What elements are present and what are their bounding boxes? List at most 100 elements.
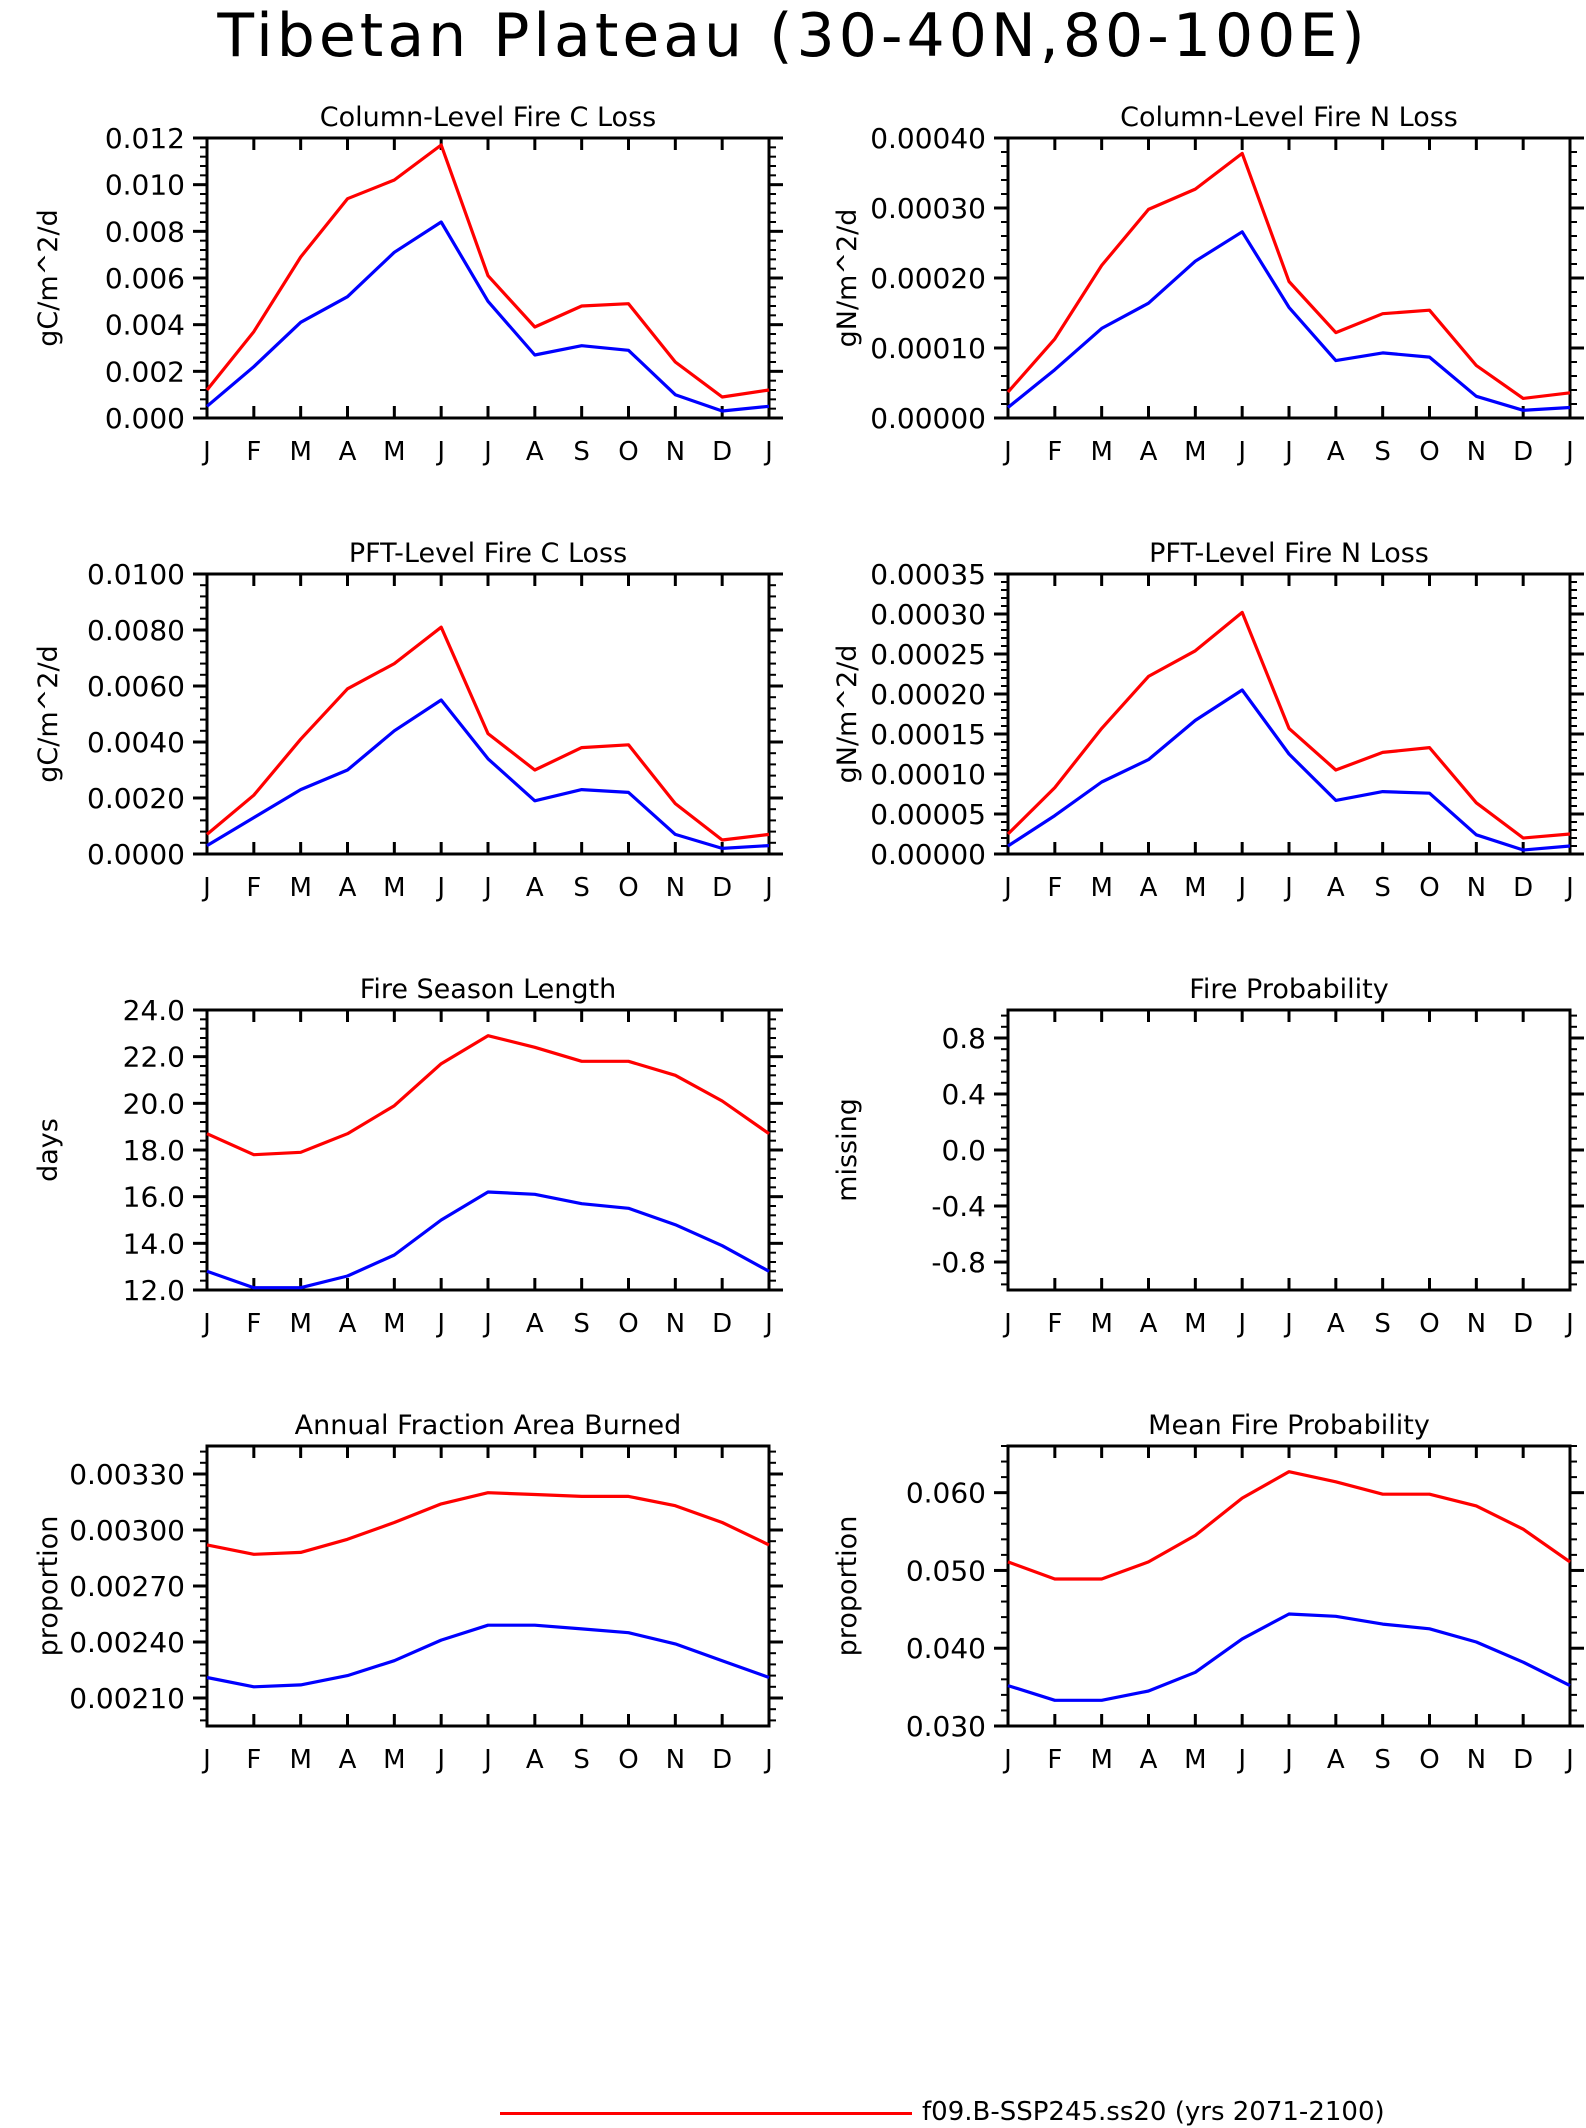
- y-tick-label: 0.00025: [870, 638, 986, 671]
- x-tick-label: J: [482, 437, 492, 467]
- x-tick-label: O: [1419, 1309, 1439, 1339]
- chart-title: Annual Fraction Area Burned: [295, 1410, 682, 1441]
- y-tick-label: 0.010: [105, 169, 185, 202]
- x-tick-label: J: [1236, 437, 1246, 467]
- y-axis-label: days: [33, 1118, 64, 1182]
- x-tick-label: J: [1564, 437, 1574, 467]
- x-tick-label: M: [383, 1745, 405, 1775]
- x-tick-label: O: [618, 1309, 638, 1339]
- x-tick-label: D: [712, 1309, 732, 1339]
- x-tick-label: A: [339, 873, 357, 903]
- x-tick-label: M: [1090, 1309, 1112, 1339]
- x-tick-label: J: [482, 1745, 492, 1775]
- y-tick-label: 0.8: [941, 1022, 986, 1055]
- x-tick-label: S: [1374, 437, 1391, 467]
- y-tick-label: 0.006: [105, 262, 185, 295]
- series-line-2: [205, 220, 770, 413]
- y-tick-label: 24.0: [123, 994, 185, 1027]
- x-tick-label: J: [1564, 1745, 1574, 1775]
- y-tick-label: 0.0: [941, 1134, 986, 1167]
- x-tick-label: A: [526, 1745, 544, 1775]
- y-tick-label: 0.0040: [87, 726, 185, 759]
- x-tick-label: M: [383, 1309, 405, 1339]
- y-axis-label: gC/m^2/d: [33, 645, 64, 782]
- x-tick-label: F: [1047, 1309, 1062, 1339]
- y-tick-label: 18.0: [123, 1134, 185, 1167]
- series-line-2: [206, 698, 770, 851]
- y-tick-label: 0.0100: [87, 558, 185, 591]
- x-tick-label: A: [1327, 1309, 1345, 1339]
- x-tick-label: A: [1140, 873, 1158, 903]
- x-tick-label: N: [1467, 437, 1486, 467]
- y-tick-label: 14.0: [123, 1227, 185, 1260]
- x-tick-label: J: [1002, 873, 1012, 903]
- series-line-2: [1006, 230, 1571, 412]
- x-tick-label: J: [1002, 1309, 1012, 1339]
- x-tick-label: J: [201, 1309, 211, 1339]
- x-tick-label: A: [1140, 1745, 1158, 1775]
- y-tick-label: 0.004: [105, 309, 185, 342]
- y-tick-label: 0.008: [105, 215, 185, 248]
- x-tick-label: N: [666, 1309, 685, 1339]
- x-tick-label: J: [763, 1745, 773, 1775]
- series-line-1: [205, 625, 770, 842]
- x-tick-label: O: [618, 1745, 638, 1775]
- x-tick-label: J: [1002, 437, 1012, 467]
- x-tick-label: O: [618, 437, 638, 467]
- y-tick-label: 0.00005: [870, 798, 986, 831]
- x-tick-label: M: [1184, 873, 1206, 903]
- x-tick-label: N: [1467, 1309, 1486, 1339]
- x-tick-label: D: [1513, 1309, 1533, 1339]
- x-tick-label: A: [526, 437, 544, 467]
- y-tick-label: 0.030: [906, 1710, 986, 1743]
- x-tick-label: A: [1327, 873, 1345, 903]
- series-line-2: [206, 1623, 770, 1689]
- x-tick-label: M: [1184, 1309, 1206, 1339]
- x-tick-label: A: [526, 873, 544, 903]
- page-title: Tibetan Plateau (30-40N,80-100E): [217, 1, 1369, 71]
- y-tick-label: 0.00020: [870, 678, 986, 711]
- chart-title: Mean Fire Probability: [1148, 1410, 1430, 1441]
- x-tick-label: J: [763, 873, 773, 903]
- y-axis-label: gC/m^2/d: [33, 209, 64, 346]
- x-tick-label: F: [246, 437, 261, 467]
- x-tick-label: O: [618, 873, 638, 903]
- y-tick-label: 0.00240: [69, 1626, 185, 1659]
- plot-frame: [1006, 1444, 1572, 1728]
- y-tick-label: 0.00020: [870, 262, 986, 295]
- series-line-2: [1007, 688, 1571, 852]
- x-tick-label: S: [573, 437, 590, 467]
- y-axis-label: proportion: [33, 1516, 64, 1657]
- x-tick-label: M: [1090, 1745, 1112, 1775]
- x-tick-label: D: [712, 437, 732, 467]
- x-tick-label: A: [339, 1309, 357, 1339]
- x-tick-label: J: [435, 1745, 445, 1775]
- y-tick-label: 0.00330: [69, 1458, 185, 1491]
- x-tick-label: M: [383, 437, 405, 467]
- x-tick-label: J: [763, 437, 773, 467]
- series-line-1: [1006, 610, 1571, 840]
- x-tick-label: J: [201, 1745, 211, 1775]
- x-tick-label: J: [1283, 437, 1293, 467]
- y-tick-label: 12.0: [123, 1274, 185, 1307]
- x-tick-label: A: [1140, 437, 1158, 467]
- x-tick-label: J: [1283, 873, 1293, 903]
- y-tick-label: -0.4: [931, 1190, 986, 1223]
- chart-title: Column-Level Fire C Loss: [320, 102, 656, 133]
- x-tick-label: N: [1467, 1745, 1486, 1775]
- x-tick-label: S: [1374, 1745, 1391, 1775]
- x-tick-label: J: [1564, 873, 1574, 903]
- y-tick-label: 0.00000: [870, 838, 986, 871]
- y-axis-label: missing: [832, 1098, 863, 1202]
- x-tick-label: M: [1090, 873, 1112, 903]
- x-tick-label: J: [435, 437, 445, 467]
- x-tick-label: O: [1419, 437, 1439, 467]
- x-tick-label: J: [1236, 1745, 1246, 1775]
- x-tick-label: J: [435, 873, 445, 903]
